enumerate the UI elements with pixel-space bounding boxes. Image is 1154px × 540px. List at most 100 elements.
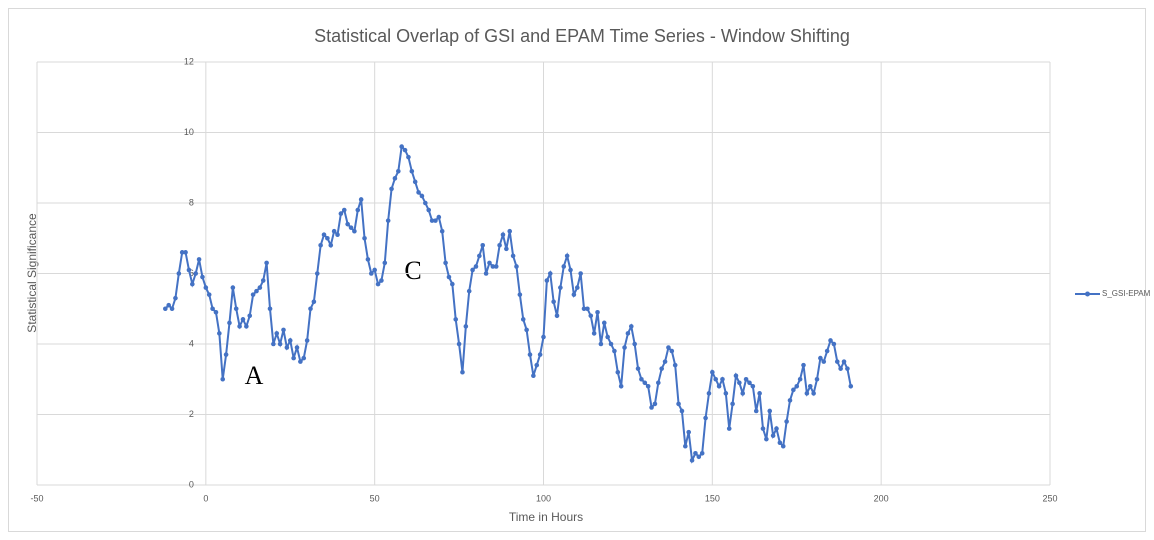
data-point — [213, 309, 219, 315]
data-point — [639, 376, 644, 382]
data-point — [824, 348, 830, 354]
chart-border — [8, 8, 1146, 532]
data-point — [686, 429, 691, 435]
data-point — [446, 274, 452, 280]
data-point — [287, 338, 293, 343]
data-point — [392, 176, 398, 181]
data-point — [834, 359, 840, 364]
data-point — [487, 260, 492, 266]
data-point — [402, 147, 408, 153]
data-point — [720, 376, 725, 382]
data-point — [419, 193, 425, 199]
data-point — [277, 341, 283, 347]
data-point — [689, 458, 695, 463]
y-tick-label: 8 — [189, 197, 194, 207]
data-point — [190, 281, 195, 287]
data-point — [544, 278, 550, 283]
data-point — [223, 352, 229, 357]
data-point — [274, 331, 280, 336]
data-point — [568, 267, 573, 273]
data-point — [710, 369, 715, 375]
data-point — [645, 384, 651, 389]
data-point — [217, 331, 222, 336]
data-point — [389, 186, 394, 192]
y-tick-label: 6 — [189, 268, 194, 278]
data-point — [706, 391, 712, 396]
data-point — [331, 228, 337, 234]
data-point — [672, 362, 678, 368]
data-point — [652, 401, 658, 407]
data-point — [564, 253, 570, 259]
data-point — [541, 334, 546, 340]
data-point — [375, 281, 381, 287]
data-point — [203, 285, 209, 290]
data-point — [355, 207, 361, 213]
data-point — [743, 376, 749, 382]
data-point — [520, 317, 526, 322]
data-point — [848, 384, 854, 389]
data-point — [733, 373, 739, 379]
data-point — [453, 317, 459, 322]
x-tick-label: 50 — [370, 493, 380, 503]
data-point — [304, 338, 310, 343]
data-point — [382, 260, 388, 266]
data-point — [703, 415, 708, 421]
data-point — [841, 359, 847, 364]
data-point — [443, 260, 448, 266]
x-tick-label: -50 — [30, 493, 43, 503]
data-point — [483, 271, 489, 276]
data-point — [730, 401, 735, 407]
data-point — [693, 450, 698, 456]
data-point — [439, 228, 445, 234]
data-point — [406, 154, 411, 160]
data-point — [385, 218, 391, 223]
data-point — [767, 408, 773, 414]
data-point — [372, 267, 377, 273]
data-point — [716, 384, 722, 389]
data-point — [507, 228, 513, 234]
y-tick-label: 12 — [184, 56, 194, 66]
data-point — [659, 366, 664, 371]
data-point — [193, 271, 199, 276]
data-point — [608, 341, 614, 347]
data-point — [669, 348, 675, 354]
data-point — [811, 391, 816, 396]
data-point — [838, 366, 843, 371]
data-point — [321, 232, 327, 238]
data-point — [699, 450, 705, 456]
legend-marker — [1085, 291, 1090, 297]
data-point — [284, 345, 290, 350]
data-point — [585, 306, 590, 312]
data-point — [433, 218, 438, 223]
data-point — [176, 271, 182, 276]
x-tick-label: 0 — [203, 493, 208, 503]
data-point — [183, 250, 188, 255]
data-point — [233, 306, 239, 312]
data-point — [497, 243, 502, 248]
data-point — [358, 197, 364, 202]
data-point — [490, 264, 496, 269]
data-point — [676, 401, 681, 407]
data-point — [531, 373, 536, 379]
annotation: A — [245, 361, 264, 390]
data-point — [460, 369, 465, 375]
data-point — [163, 306, 168, 312]
data-point — [801, 362, 806, 368]
data-point — [750, 384, 756, 389]
data-point — [821, 359, 827, 364]
data-point — [423, 200, 428, 206]
y-tick-label: 4 — [189, 338, 194, 348]
data-point — [683, 443, 688, 449]
data-point — [828, 338, 833, 343]
data-point — [591, 331, 597, 336]
data-point — [267, 306, 273, 312]
legend-label: S_GSI-EPAM — [1102, 289, 1151, 298]
data-point — [348, 225, 354, 230]
data-point — [409, 168, 415, 174]
data-point — [429, 218, 435, 223]
data-point — [456, 341, 462, 347]
data-point — [416, 190, 421, 195]
data-point — [412, 179, 418, 185]
data-point — [301, 355, 307, 361]
data-point — [318, 243, 323, 248]
